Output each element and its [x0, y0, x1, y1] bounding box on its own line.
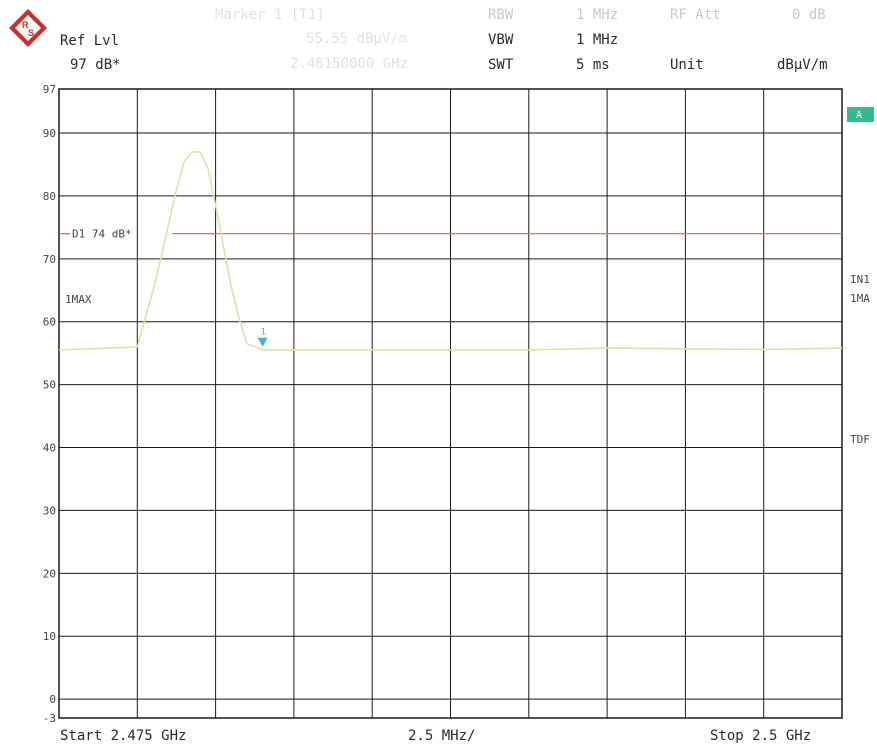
grid: [58, 88, 843, 719]
input-in1-label: IN1: [850, 273, 870, 286]
rf-att-value: 0 dB: [792, 7, 826, 23]
start-frequency: Start 2.475 GHz: [60, 728, 187, 744]
y-tick-label: 60: [43, 316, 56, 329]
trace-1max: [58, 151, 843, 351]
y-tick-label: 50: [43, 379, 56, 392]
y-axis-ticks: 97 90 80 70 60 50 40 30 20 10 0 -3: [43, 83, 56, 722]
rohde-schwarz-logo-icon: R S: [8, 8, 48, 48]
unit-label: Unit: [670, 57, 704, 73]
svg-text:R: R: [22, 20, 29, 30]
marker-label: 1: [261, 328, 266, 338]
y-tick-label: 20: [43, 567, 56, 580]
stop-frequency: Stop 2.5 GHz: [710, 728, 812, 744]
marker-triangle-icon[interactable]: 1: [257, 328, 268, 347]
y-tick-label: 30: [43, 504, 56, 517]
rbw-label: RBW: [488, 7, 514, 23]
y-tick-label: 97: [43, 83, 56, 96]
unit-value: dBµV/m: [777, 57, 828, 73]
y-tick-label: 40: [43, 442, 56, 455]
side-annotations: A IN1 1MA TDF: [847, 107, 874, 446]
trace-mode-label: 1MA: [850, 292, 870, 305]
display-line-label: D1 74 dB*: [72, 228, 132, 241]
spectrum-plot: 97 90 80 70 60 50 40 30 20 10 0 -3 D1 74 dB* 1 1MAX…: [43, 83, 874, 722]
y-tick-label: 90: [43, 127, 56, 140]
ref-level-label: Ref Lvl: [60, 33, 120, 49]
marker-title: Marker 1 [T1]: [215, 7, 325, 23]
svg-text:S: S: [28, 28, 34, 38]
vbw-value: 1 MHz: [576, 32, 619, 48]
swt-label: SWT: [488, 57, 514, 73]
y-tick-label: 10: [43, 630, 56, 643]
trace-a-badge: [847, 107, 874, 122]
vbw-label: VBW: [488, 32, 514, 48]
ref-level-value: 97 dB*: [70, 57, 121, 73]
tdf-label: TDF: [850, 433, 870, 446]
swt-value: 5 ms: [576, 57, 610, 73]
y-tick-label: 0: [49, 693, 56, 706]
trace-label-1max: 1MAX: [65, 293, 92, 306]
marker-frequency: 2.48150000 GHz: [290, 56, 409, 72]
marker-triangle: [257, 337, 268, 347]
marker-level: 55.55 dBµV/m: [306, 31, 408, 47]
rbw-value: 1 MHz: [576, 7, 619, 23]
rf-att-label: RF Att: [670, 7, 721, 23]
y-tick-label: -3: [43, 712, 56, 722]
y-tick-label: 80: [43, 190, 56, 203]
y-tick-label: 70: [43, 253, 56, 266]
trace-a-badge-label: A: [856, 110, 862, 121]
frequency-span: 2.5 MHz/: [408, 728, 476, 744]
